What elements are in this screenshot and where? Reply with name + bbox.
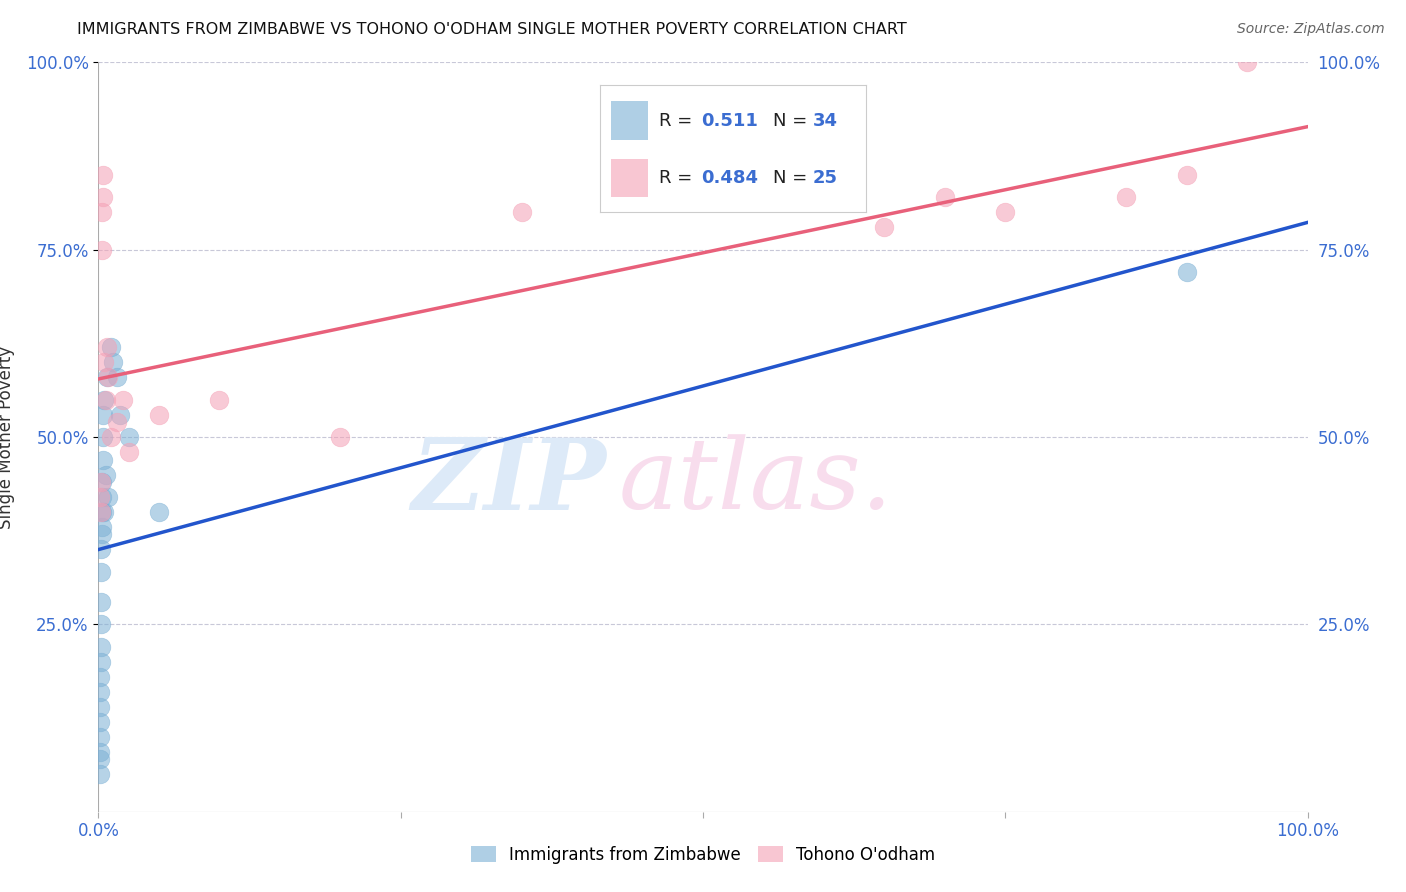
Point [90, 655, 112, 669]
Point [1115, 190, 1137, 204]
Point [89, 767, 111, 781]
Point [90, 542, 112, 557]
Point [118, 445, 141, 459]
Point [101, 355, 124, 369]
Point [89, 745, 111, 759]
Y-axis label: Single Mother Poverty: Single Mother Poverty [0, 345, 14, 529]
Point [91, 190, 114, 204]
Point [93, 355, 115, 369]
Point [91, 520, 114, 534]
Point [91, 490, 114, 504]
Point [91, 527, 114, 541]
Point [105, 370, 128, 384]
Point [89, 730, 111, 744]
Text: Source: ZipAtlas.com: Source: ZipAtlas.com [1237, 22, 1385, 37]
Point [93, 392, 115, 407]
Point [89, 685, 111, 699]
Point [148, 408, 170, 422]
Point [91, 430, 114, 444]
Point [94, 392, 117, 407]
Point [89, 752, 111, 766]
Point [97, 370, 120, 384]
Point [91, 205, 114, 219]
Point [1236, 55, 1258, 70]
Point [97, 490, 120, 504]
Point [1175, 265, 1198, 279]
Legend: Immigrants from Zimbabwe, Tohono O'odham: Immigrants from Zimbabwe, Tohono O'odham [464, 839, 942, 871]
Point [510, 205, 533, 219]
Point [90, 640, 112, 654]
Point [934, 190, 956, 204]
Point [91, 505, 114, 519]
Point [90, 505, 112, 519]
Point [1175, 168, 1198, 182]
Point [89, 714, 111, 729]
Text: atlas.: atlas. [619, 434, 893, 530]
Point [90, 595, 112, 609]
Text: ZIP: ZIP [412, 434, 606, 530]
Point [89, 699, 111, 714]
Point [89, 490, 111, 504]
Point [91, 168, 114, 182]
Point [100, 430, 122, 444]
Point [96, 370, 118, 384]
Point [91, 475, 114, 489]
Point [90, 565, 112, 579]
Point [100, 340, 122, 354]
Point [90, 617, 112, 632]
Point [90, 475, 112, 489]
Point [94, 467, 117, 482]
Point [118, 430, 141, 444]
Point [91, 408, 114, 422]
Point [96, 340, 118, 354]
Point [329, 430, 352, 444]
Point [111, 392, 134, 407]
Point [93, 505, 115, 519]
Point [873, 220, 896, 235]
Point [108, 408, 131, 422]
Text: IMMIGRANTS FROM ZIMBABWE VS TOHONO O'ODHAM SINGLE MOTHER POVERTY CORRELATION CHA: IMMIGRANTS FROM ZIMBABWE VS TOHONO O'ODH… [77, 22, 907, 37]
Point [91, 452, 114, 467]
Point [91, 243, 114, 257]
Point [208, 392, 231, 407]
Point [994, 205, 1017, 219]
Point [105, 415, 128, 429]
Point [89, 670, 111, 684]
Point [148, 505, 170, 519]
